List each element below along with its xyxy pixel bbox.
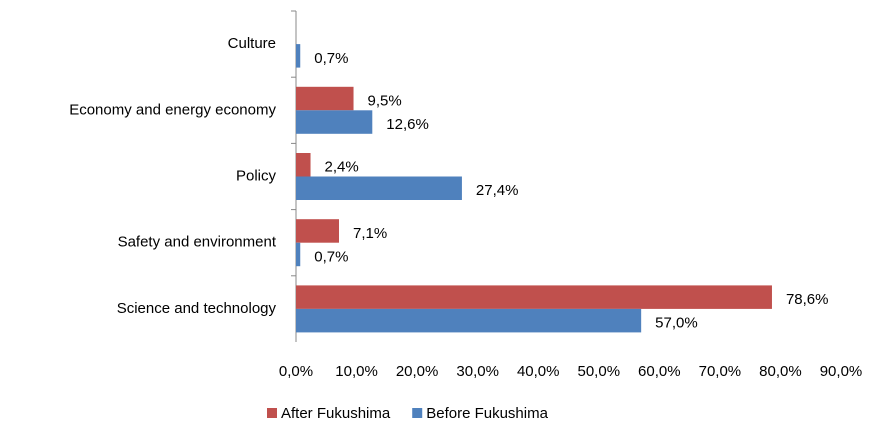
- category-label: Science and technology: [117, 300, 277, 317]
- x-tick-label: 70,0%: [699, 363, 742, 380]
- category-label: Economy and energy economy: [69, 101, 276, 118]
- bar: [296, 285, 772, 309]
- value-label: 9,5%: [368, 93, 402, 110]
- x-tick-label: 90,0%: [820, 363, 863, 380]
- bar: [296, 176, 462, 200]
- bar: [296, 110, 373, 134]
- x-tick-label: 20,0%: [396, 363, 439, 380]
- legend-label: After Fukushima: [281, 405, 391, 422]
- category-label: Safety and environment: [118, 234, 277, 251]
- legend-swatch: [267, 408, 277, 418]
- bar: [296, 308, 642, 333]
- category-label: Policy: [236, 167, 277, 184]
- value-label: 78,6%: [786, 291, 829, 308]
- x-tick-label: 30,0%: [456, 363, 499, 380]
- x-tick-label: 10,0%: [335, 363, 378, 380]
- legend-label: Before Fukushima: [426, 405, 548, 422]
- value-label: 0,7%: [314, 50, 348, 67]
- category-label: Culture: [228, 35, 276, 52]
- bar: [296, 153, 311, 177]
- bar: [296, 242, 301, 267]
- bar: [296, 86, 354, 111]
- value-label: 2,4%: [325, 159, 359, 176]
- x-tick-label: 40,0%: [517, 363, 560, 380]
- bar: [296, 44, 301, 68]
- value-label: 0,7%: [314, 248, 348, 265]
- x-tick-label: 50,0%: [578, 363, 621, 380]
- value-label: 57,0%: [655, 315, 698, 332]
- value-label: 27,4%: [476, 182, 519, 199]
- value-label: 7,1%: [353, 225, 387, 242]
- value-label: 12,6%: [386, 116, 429, 133]
- x-tick-label: 60,0%: [638, 363, 681, 380]
- bar: [296, 219, 339, 243]
- legend-swatch: [412, 408, 423, 418]
- x-tick-label: 80,0%: [759, 363, 802, 380]
- x-tick-label: 0,0%: [279, 363, 313, 380]
